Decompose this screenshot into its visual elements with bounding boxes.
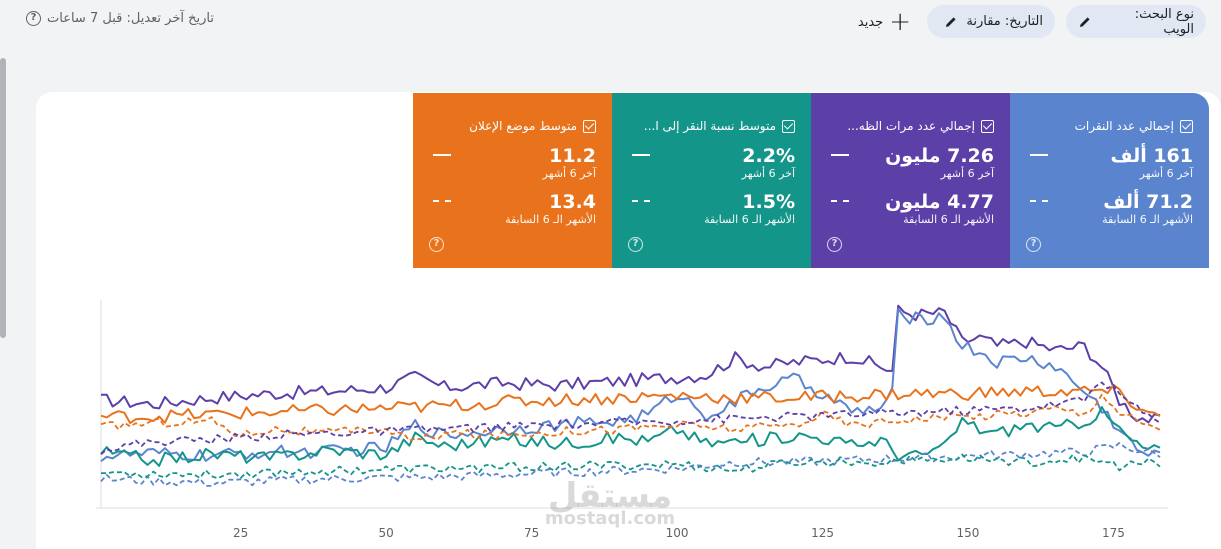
help-icon[interactable]: ?: [26, 11, 41, 26]
previous-value: 71.2 ألف: [1103, 191, 1193, 213]
checkbox-checked-icon[interactable]: [981, 119, 994, 133]
tile-ctr[interactable]: متوسط نسبة النقر إلى ا... 2.2% آخر 6 أشه…: [612, 93, 811, 268]
metric-tiles: إجمالي عدد النقرات 161 ألف آخر 6 أشهر 71…: [413, 93, 1209, 268]
tile-title: إجمالي عدد النقرات: [1074, 119, 1174, 133]
watermark-arabic: مستقل: [547, 476, 673, 516]
date-label: التاريخ: مقارنة: [966, 14, 1043, 29]
search-type-label: نوع البحث: الويب: [1134, 6, 1194, 37]
watermark-latin: mostaql.com: [544, 508, 676, 529]
new-filter-label: جديد: [857, 14, 884, 30]
previous-period-label: الأشهر الـ 6 السابقة: [1102, 213, 1193, 226]
current-period-label: آخر 6 أشهر: [542, 167, 596, 180]
dashed-line-legend-icon: [1030, 200, 1048, 202]
previous-value: 4.77 مليون: [885, 191, 994, 213]
previous-value: 13.4: [549, 191, 596, 213]
current-value: 11.2: [549, 145, 596, 167]
last-edit-info: تاريخ آخر تعديل: قبل 7 ساعات ?: [26, 11, 214, 26]
dashed-line-legend-icon: [831, 200, 849, 202]
help-icon[interactable]: ?: [628, 237, 643, 252]
tile-impressions[interactable]: إجمالي عدد مرات الظه... 7.26 مليون آخر 6…: [811, 93, 1010, 268]
tile-title: إجمالي عدد مرات الظه...: [847, 119, 975, 133]
dashed-line-legend-icon: [433, 200, 451, 202]
checkbox-checked-icon[interactable]: [782, 119, 795, 133]
date-chip[interactable]: التاريخ: مقارنة: [927, 5, 1055, 38]
current-period-label: آخر 6 أشهر: [940, 167, 994, 180]
tile-clicks[interactable]: إجمالي عدد النقرات 161 ألف آخر 6 أشهر 71…: [1010, 93, 1209, 268]
current-period-label: آخر 6 أشهر: [1139, 167, 1193, 180]
previous-value: 1.5%: [742, 191, 795, 213]
solid-line-legend-icon: [1030, 154, 1048, 156]
watermark: مستقل mostaql.com: [535, 478, 685, 528]
solid-line-legend-icon: [831, 154, 849, 156]
search-type-chip[interactable]: نوع البحث: الويب: [1066, 5, 1206, 38]
current-value: 2.2%: [742, 145, 795, 167]
solid-line-legend-icon: [433, 154, 451, 156]
pencil-icon: [1079, 16, 1090, 27]
previous-period-label: الأشهر الـ 6 السابقة: [704, 213, 795, 226]
dashed-line-legend-icon: [632, 200, 650, 202]
tile-title: متوسط نسبة النقر إلى ا...: [643, 119, 776, 133]
tile-title: متوسط موضع الإعلان: [469, 119, 577, 133]
checkbox-checked-icon[interactable]: [583, 119, 596, 133]
previous-period-label: الأشهر الـ 6 السابقة: [505, 213, 596, 226]
help-icon[interactable]: ?: [1026, 237, 1041, 252]
help-icon[interactable]: ?: [429, 237, 444, 252]
current-period-label: آخر 6 أشهر: [741, 167, 795, 180]
checkbox-checked-icon[interactable]: [1180, 119, 1193, 133]
current-value: 161 ألف: [1110, 145, 1193, 167]
tile-position[interactable]: متوسط موضع الإعلان 11.2 آخر 6 أشهر 13.4 …: [413, 93, 612, 268]
filter-bar: نوع البحث: الويب التاريخ: مقارنة + جديد …: [0, 0, 1221, 44]
scroll-handle[interactable]: [0, 58, 6, 338]
previous-period-label: الأشهر الـ 6 السابقة: [903, 213, 994, 226]
current-value: 7.26 مليون: [885, 145, 994, 167]
solid-line-legend-icon: [632, 154, 650, 156]
pencil-icon: [946, 16, 956, 27]
new-filter-button[interactable]: + جديد: [858, 7, 911, 37]
help-icon[interactable]: ?: [827, 237, 842, 252]
last-edit-label: تاريخ آخر تعديل: قبل 7 ساعات: [47, 11, 214, 26]
plus-icon: +: [889, 7, 911, 37]
